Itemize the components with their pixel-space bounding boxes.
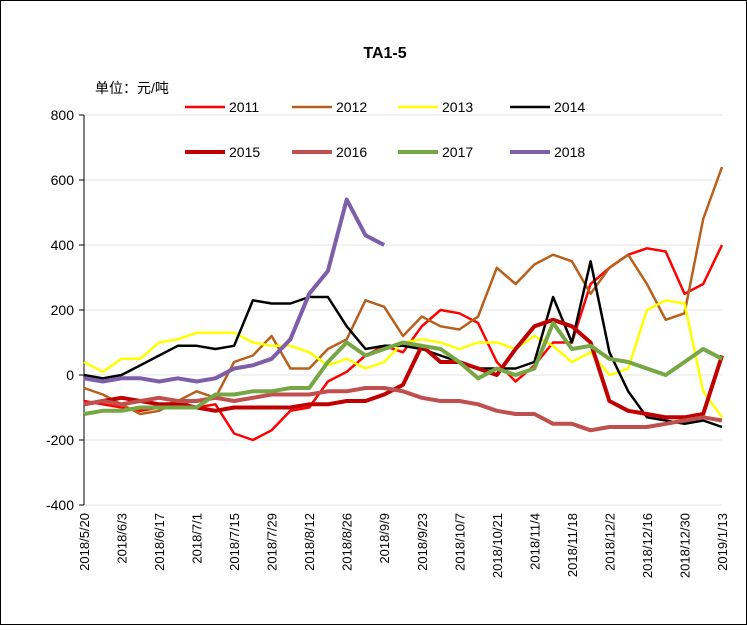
x-tick-label: 2018/7/29 xyxy=(265,513,280,571)
x-tick-label: 2018/11/18 xyxy=(565,513,580,577)
x-tick-label: 2018/12/30 xyxy=(677,513,692,578)
series-line xyxy=(83,197,386,384)
legend-label: 2014 xyxy=(554,99,585,115)
legend-label: 2018 xyxy=(554,144,585,160)
x-tick-label: 2018/11/4 xyxy=(527,513,542,570)
y-tick-label: 600 xyxy=(51,172,75,188)
x-tick-label: 2018/12/2 xyxy=(602,513,617,571)
y-tick-label: -200 xyxy=(46,432,74,448)
x-tick-label: 2018/9/23 xyxy=(415,513,430,571)
legend-label: 2011 xyxy=(229,99,259,115)
legend-label: 2016 xyxy=(336,144,367,160)
legend-label: 2013 xyxy=(442,99,473,115)
legend-label: 2012 xyxy=(336,99,367,115)
series-line xyxy=(83,260,723,429)
legend-label: 2017 xyxy=(442,144,473,160)
chart-title: TA1-5 xyxy=(363,45,406,62)
x-tick-label: 2018/10/7 xyxy=(452,513,467,571)
x-tick-label: 2018/7/1 xyxy=(190,513,205,564)
x-tick-label: 2019/1/13 xyxy=(715,513,730,571)
y-tick-label: 400 xyxy=(51,237,75,253)
x-tick-label: 2018/5/20 xyxy=(77,513,92,571)
unit-label: 单位：元/吨 xyxy=(95,80,169,96)
x-tick-label: 2018/6/3 xyxy=(115,513,130,564)
x-tick-label: 2018/10/21 xyxy=(490,513,505,578)
x-tick-label: 2018/12/16 xyxy=(640,513,655,578)
series-line xyxy=(83,321,723,416)
x-tick-label: 2018/7/15 xyxy=(227,513,242,571)
legend-label: 2015 xyxy=(229,144,260,160)
x-tick-label: 2018/8/26 xyxy=(340,513,355,571)
series-line xyxy=(83,166,724,416)
series-line xyxy=(83,386,723,433)
y-tick-label: -400 xyxy=(46,497,74,513)
y-tick-label: 200 xyxy=(51,302,75,318)
y-tick-label: 0 xyxy=(66,367,74,383)
x-tick-label: 2018/6/17 xyxy=(152,513,167,571)
x-tick-label: 2018/8/12 xyxy=(302,513,317,571)
x-tick-label: 2018/9/9 xyxy=(377,513,392,564)
y-tick-label: 800 xyxy=(51,107,75,123)
